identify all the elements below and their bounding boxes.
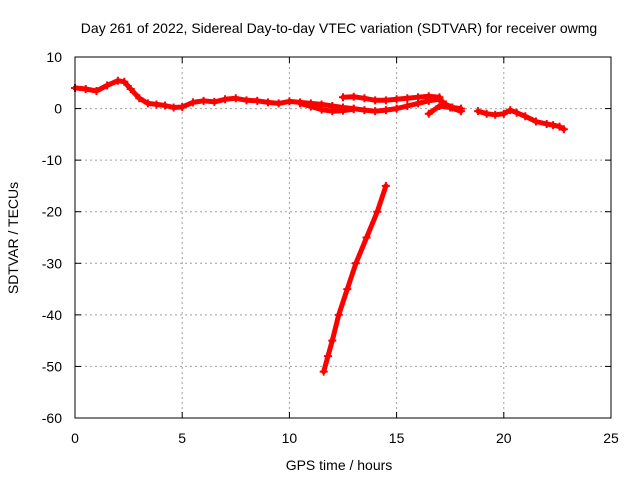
- chart-title: Day 261 of 2022, Sidereal Day-to-day VTE…: [81, 20, 597, 36]
- y-tick-label: 0: [54, 101, 62, 117]
- data-point: [334, 310, 343, 319]
- data-point: [362, 233, 371, 242]
- data-point: [512, 108, 521, 117]
- x-tick-label: 5: [178, 430, 186, 446]
- data-point: [328, 336, 337, 345]
- x-tick-label: 15: [389, 430, 405, 446]
- data-point: [474, 107, 483, 116]
- data-point: [296, 99, 305, 108]
- data-point: [242, 96, 251, 105]
- y-tick-label: -50: [42, 358, 62, 374]
- series-line: [340, 93, 442, 103]
- data-point: [188, 98, 197, 107]
- data-point: [371, 96, 380, 105]
- data-point: [414, 93, 423, 102]
- data-point: [231, 94, 240, 103]
- data-point: [403, 101, 412, 110]
- data-point: [435, 93, 444, 102]
- data-point: [373, 207, 382, 216]
- data-point: [351, 259, 360, 268]
- data-point: [113, 76, 122, 85]
- data-point: [381, 181, 390, 190]
- data-point: [81, 84, 90, 93]
- plot-frame: [74, 56, 612, 419]
- data-point: [381, 106, 390, 115]
- data-point: [120, 77, 129, 86]
- data-point: [169, 103, 178, 112]
- data-point: [323, 352, 332, 361]
- y-tick-label: -40: [42, 307, 62, 323]
- data-point: [403, 94, 412, 103]
- data-point: [317, 105, 326, 114]
- data-point: [339, 93, 347, 102]
- x-tick-label: 10: [282, 430, 298, 446]
- y-tick-label: -30: [42, 255, 62, 271]
- data-point: [499, 109, 508, 118]
- data-point: [263, 98, 272, 107]
- data-point: [328, 107, 337, 116]
- y-tick-label: -10: [42, 152, 62, 168]
- data-point: [126, 84, 135, 93]
- x-tick-label: 25: [603, 430, 619, 446]
- data-point: [306, 102, 315, 111]
- data-point: [521, 112, 530, 121]
- data-point: [542, 120, 551, 129]
- data-point: [135, 94, 144, 103]
- data-point: [392, 104, 401, 113]
- series-late-trace: [424, 101, 465, 118]
- data-point: [446, 103, 455, 112]
- data-point: [103, 81, 112, 90]
- y-tick-label: -20: [42, 204, 62, 220]
- data-point: [531, 117, 540, 126]
- data-point: [199, 96, 208, 105]
- data-point: [349, 105, 358, 114]
- data-point: [253, 96, 262, 105]
- data-point: [424, 92, 433, 101]
- y-tick-label: 10: [46, 49, 62, 65]
- x-tick-label: 0: [71, 430, 79, 446]
- series-lower-branch: [296, 99, 358, 116]
- data-point: [506, 106, 515, 115]
- data-point: [349, 92, 358, 101]
- data-point: [381, 96, 390, 105]
- data-layer: [71, 76, 568, 376]
- data-point: [482, 109, 491, 118]
- data-point: [339, 106, 347, 115]
- data-point: [285, 97, 294, 106]
- series-right-trace: [474, 106, 568, 134]
- data-point: [456, 107, 465, 116]
- data-point: [491, 110, 500, 119]
- data-point: [92, 87, 101, 96]
- series-line: [72, 78, 464, 114]
- data-point: [143, 99, 152, 108]
- series-line: [426, 103, 464, 117]
- data-point: [424, 109, 433, 118]
- data-point: [371, 107, 380, 116]
- data-point: [559, 125, 568, 134]
- y-tick-label: -60: [42, 410, 62, 426]
- y-axis-label: SDTVAR / TECUs: [5, 182, 21, 294]
- data-point: [274, 99, 283, 108]
- data-point: [161, 101, 170, 110]
- data-point: [343, 285, 352, 294]
- data-point: [555, 122, 564, 131]
- data-point: [549, 121, 558, 130]
- data-point: [360, 94, 369, 103]
- tick-layer: 0 5 10 15 20 25 -60 -50 -40 -30 -20 -10 0 10: [42, 49, 619, 446]
- data-point: [319, 367, 328, 376]
- data-point: [221, 95, 230, 104]
- data-point: [152, 100, 161, 109]
- x-tick-label: 20: [496, 430, 512, 446]
- data-point: [360, 106, 369, 115]
- data-point: [178, 103, 187, 112]
- x-axis-label: GPS time / hours: [286, 457, 393, 473]
- series-upper-branch: [339, 92, 444, 105]
- data-point: [392, 95, 401, 104]
- data-point: [210, 97, 219, 106]
- data-point: [435, 101, 444, 110]
- series-descending-track: [319, 181, 390, 376]
